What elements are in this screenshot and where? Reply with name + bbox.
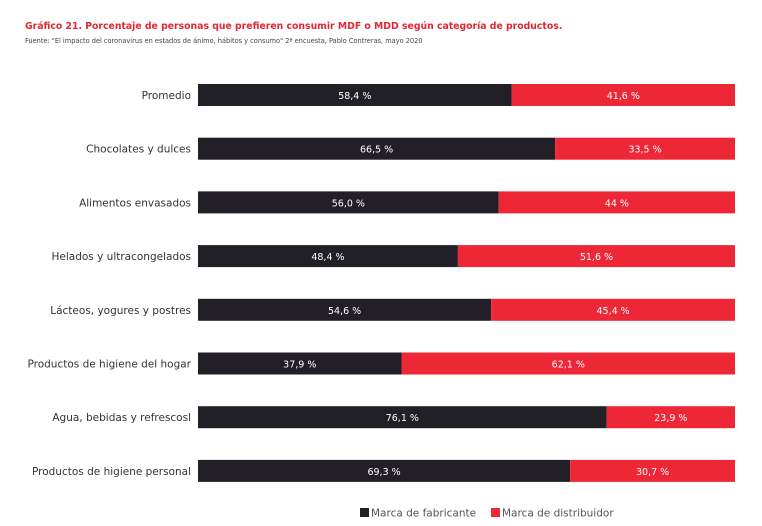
data-label: 37,9 % bbox=[283, 360, 316, 371]
category-label: Chocolates y dulces bbox=[86, 144, 191, 156]
bar-segment-fabricante bbox=[198, 298, 492, 321]
bar-segment-fabricante bbox=[198, 459, 571, 482]
data-label: 30,7 % bbox=[636, 467, 669, 478]
bar-segment-distribuidor bbox=[570, 459, 735, 482]
data-label: 33,5 % bbox=[628, 145, 661, 156]
bar-segment-fabricante bbox=[198, 352, 402, 375]
data-label: 54,6 % bbox=[328, 306, 361, 317]
category-label: Productos de higiene del hogar bbox=[27, 359, 191, 371]
category-label: Helados y ultracongelados bbox=[52, 251, 191, 263]
category-label: Alimentos envasados bbox=[79, 197, 191, 209]
data-label: 58,4 % bbox=[338, 91, 371, 102]
category-label: Lácteos, yogures y postres bbox=[50, 305, 191, 317]
chart-title: Gráfico 21. Porcentaje de personas que p… bbox=[25, 21, 563, 32]
category-label: Promedio bbox=[142, 90, 191, 102]
data-label: 45,4 % bbox=[596, 306, 629, 317]
data-label: 76,1 % bbox=[386, 413, 419, 424]
data-label: 23,9 % bbox=[654, 413, 687, 424]
bar-segment-distribuidor bbox=[457, 245, 735, 268]
legend-swatch bbox=[491, 508, 500, 517]
bar-segment-distribuidor bbox=[401, 352, 735, 375]
bar-segment-fabricante bbox=[198, 191, 499, 214]
legend-label: Marca de fabricante bbox=[371, 508, 476, 520]
legend-swatch bbox=[360, 508, 369, 517]
data-label: 48,4 % bbox=[311, 252, 344, 263]
bar-segment-fabricante bbox=[198, 245, 458, 268]
data-label: 41,6 % bbox=[607, 91, 640, 102]
chart-subtitle: Fuente: "El impacto del coronavirus en e… bbox=[25, 37, 423, 45]
data-label: 44 % bbox=[605, 198, 629, 209]
bar-segment-fabricante bbox=[198, 137, 556, 160]
legend-label: Marca de distribuidor bbox=[502, 508, 614, 520]
bar-segment-distribuidor bbox=[555, 137, 735, 160]
bar-segment-distribuidor bbox=[511, 84, 735, 106]
bar-segment-fabricante bbox=[198, 406, 607, 429]
data-label: 69,3 % bbox=[367, 467, 400, 478]
bar-segment-distribuidor bbox=[606, 406, 735, 429]
data-label: 51,6 % bbox=[580, 252, 613, 263]
bar-segment-distribuidor bbox=[498, 191, 735, 214]
category-label: Agua, bebidas y refrescosl bbox=[52, 412, 191, 424]
bar-segment-distribuidor bbox=[491, 298, 735, 321]
data-label: 56,0 % bbox=[332, 198, 365, 209]
bar-segment-fabricante bbox=[198, 84, 512, 106]
data-label: 66,5 % bbox=[360, 145, 393, 156]
data-label: 62,1 % bbox=[552, 360, 585, 371]
category-label: Productos de higiene personal bbox=[32, 466, 191, 478]
